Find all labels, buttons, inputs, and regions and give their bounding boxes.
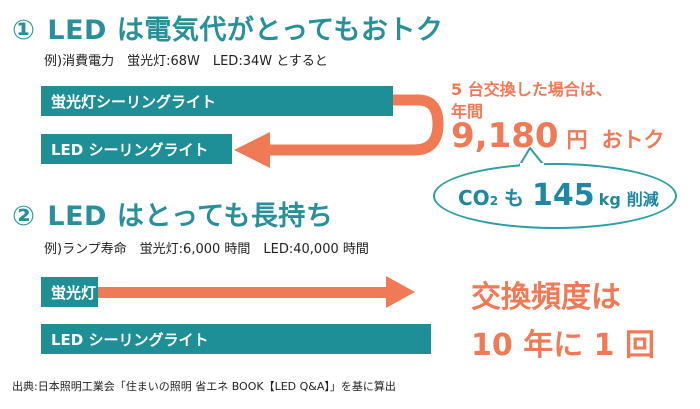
savings-amount: 9,180 [451,116,559,156]
co2-label: CO [458,186,490,210]
co2-reduction-text: CO 2 も 145 kg 削減 [458,178,659,213]
led-ceiling-light-bar-2: LED シーリングライト [41,324,431,354]
straight-arrow-shaft [98,287,390,298]
co2-unit: kg [598,190,621,209]
savings-otoku: おトク [601,128,665,152]
curved-arrow-shaft [268,94,444,156]
savings-line-2: 年間 [451,102,484,121]
section-2-heading: ② LED はとっても長持ち [12,194,333,233]
section-1-title: LED は電気代がとってもおトク [47,15,444,46]
fluorescent-lamp-bar: 蛍光灯 [41,277,98,307]
co2-mo: も [504,186,525,210]
savings-amount-row: 9,180 円おトク [451,116,665,156]
co2-bubble [433,163,677,229]
section-1-heading: ① LED は電気代がとってもおトク [12,8,443,47]
frequency-line-2: 10 年に 1 回 [471,328,655,363]
section-2-title: LED はとっても長持ち [47,201,334,232]
section-1-example: 例)消費電力 蛍光灯:68W LED:34W とすると [44,54,328,69]
savings-unit: 円 [566,128,588,152]
curved-arrow-head [234,132,270,168]
frequency-line-1: 交換頻度は [471,280,621,315]
savings-line-1: 5 台交換した場合は、 [451,80,612,99]
section-1-number: ① [12,15,36,46]
co2-reduction-label: 削減 [626,190,659,209]
fluorescent-ceiling-light-bar: 蛍光灯シーリングライト [41,86,393,116]
source-footer: 出典:日本照明工業会「住まいの照明 省エネ BOOK【LED Q&A】」を基に算… [12,380,396,393]
co2-value: 145 [532,178,595,213]
section-2-number: ② [12,201,36,232]
led-ceiling-light-bar-1: LED シーリングライト [41,134,232,164]
co2-subscript: 2 [489,194,499,208]
section-2-example: 例)ランプ寿命 蛍光灯:6,000 時間 LED:40,000 時間 [44,242,369,257]
straight-arrow-head [386,276,415,308]
